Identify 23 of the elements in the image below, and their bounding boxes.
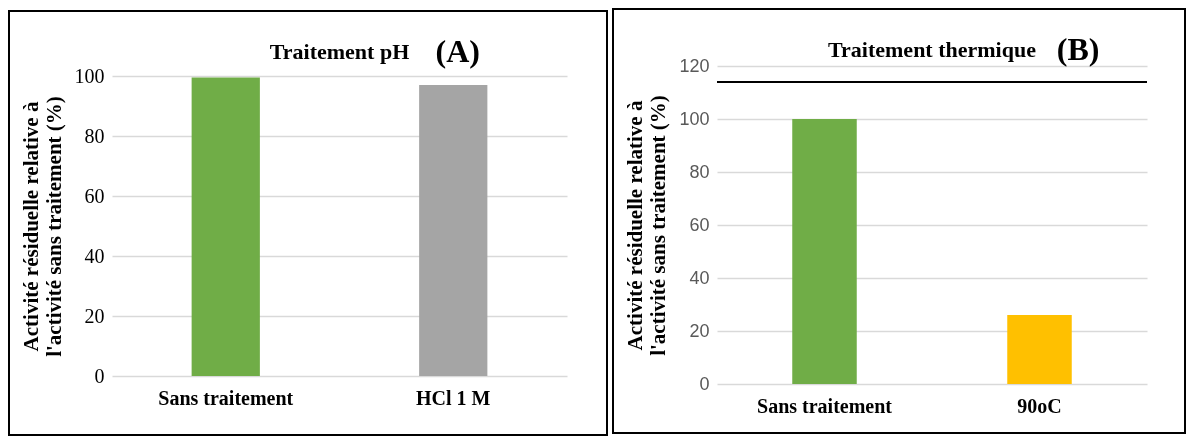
y-axis-title: Activité résiduelle relative à l'activité sans traitement (%) (623, 95, 671, 356)
y-tick-label: 0 (94, 364, 105, 387)
x-tick-label: HCl 1 M (416, 386, 491, 409)
y-tick-label: 40 (689, 267, 710, 288)
y-tick-label: 60 (689, 214, 710, 235)
chart-title: Traitement thermique (828, 37, 1037, 62)
y-tick-label: 100 (74, 64, 105, 87)
y-tick-label: 40 (84, 244, 105, 267)
text: (A) (435, 33, 481, 69)
y-tick-label: 100 (679, 108, 710, 129)
annotation: (B) (1056, 31, 1100, 67)
y-tick-label: 80 (84, 124, 105, 147)
chart-title: Traitement pH (269, 39, 410, 64)
y-tick-label: 80 (689, 161, 710, 182)
y-tick-label: 120 (679, 55, 710, 76)
y-tick-label: 60 (84, 184, 105, 207)
y-tick-label: 20 (689, 320, 710, 341)
x-tick-label: 90oC (1017, 394, 1062, 417)
y-tick-label: 20 (84, 304, 105, 327)
y-axis-title: Activité résiduelle relative à l'activité sans traitement (%) (18, 96, 66, 357)
x-tick-label: Sans traitement (158, 386, 294, 409)
y-tick-label: 0 (699, 373, 710, 394)
x-tick-label: Sans traitement (757, 394, 893, 417)
